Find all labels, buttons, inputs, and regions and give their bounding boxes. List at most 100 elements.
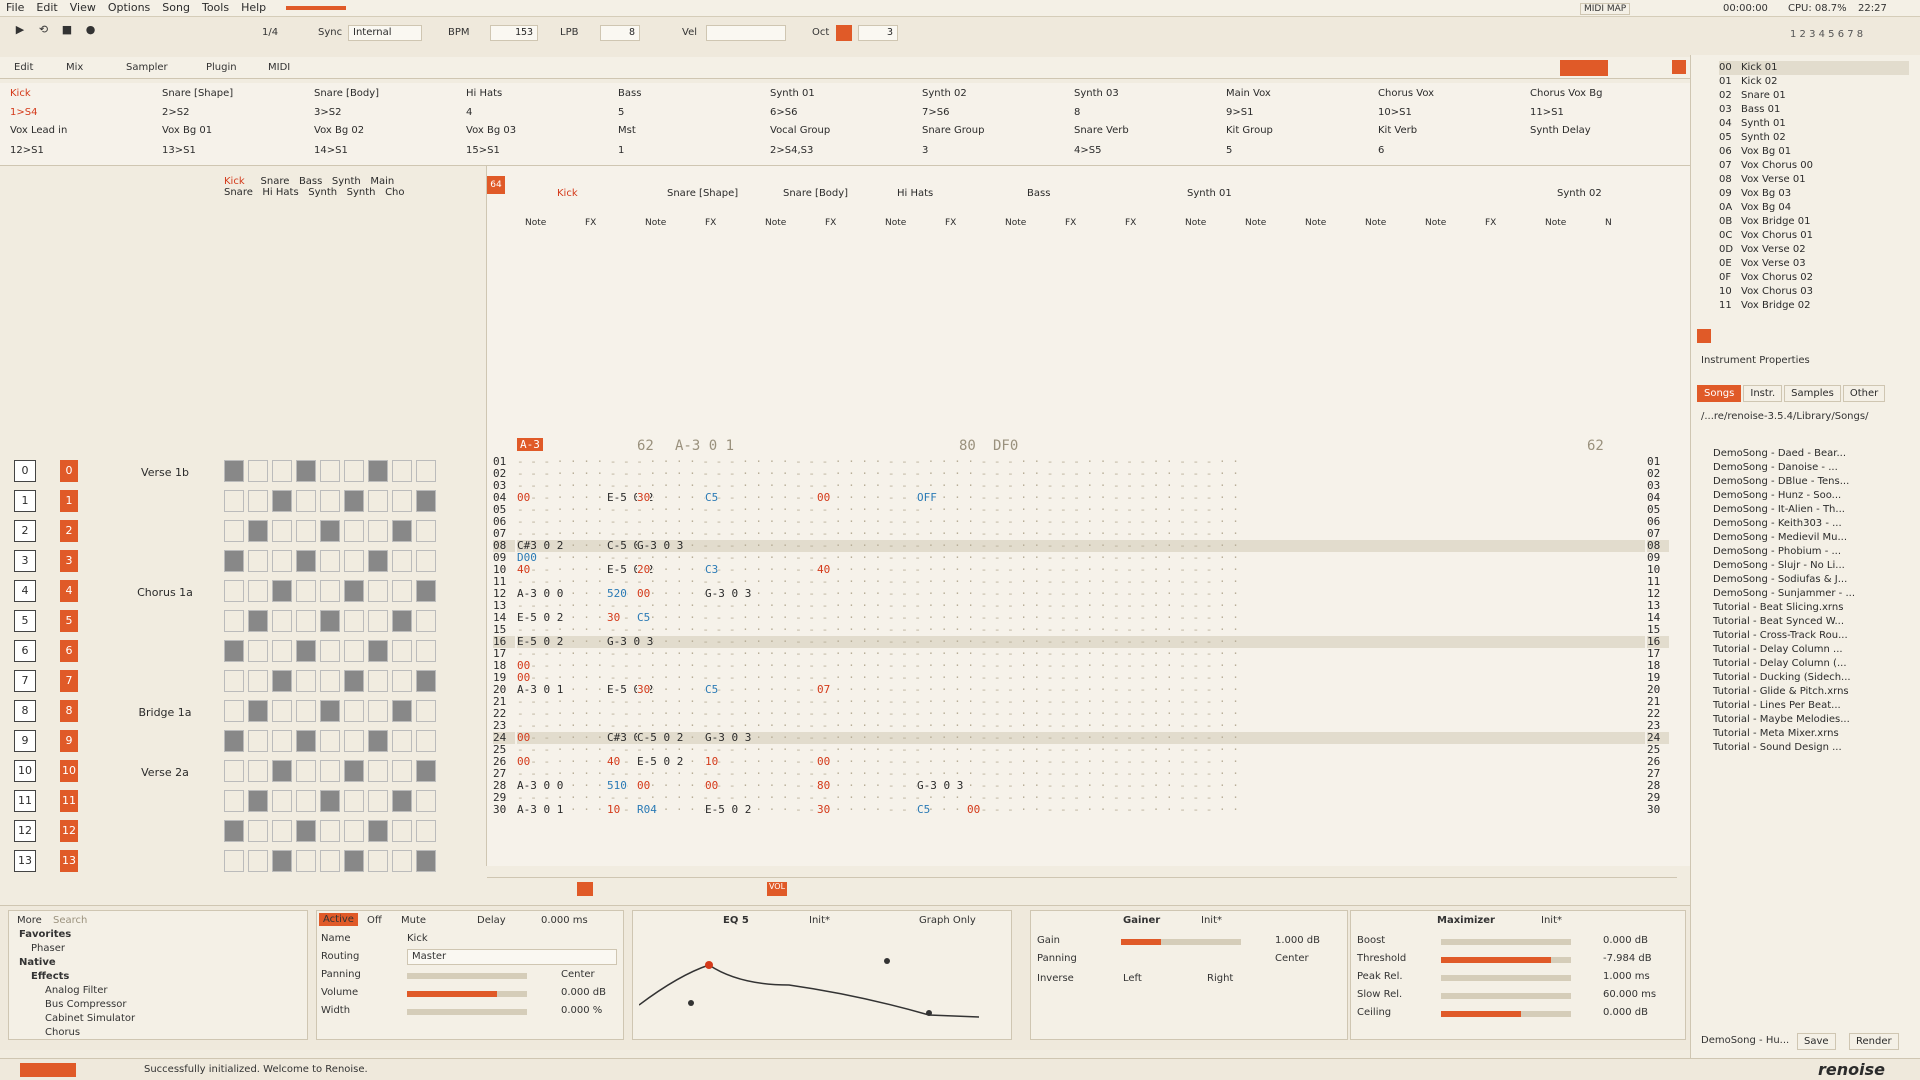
pattern-note[interactable]: E-5 0 2 (517, 635, 564, 648)
pattern-row[interactable]: - - - · · · · - - - · · · · - - - · · · … (517, 623, 1239, 636)
search-icon[interactable] (577, 882, 593, 896)
matrix-slot[interactable] (344, 490, 364, 512)
volume-value[interactable]: 0.000 dB (561, 987, 607, 998)
matrix-slot[interactable] (368, 670, 388, 692)
matrix-slot[interactable] (344, 580, 364, 602)
track-cell[interactable]: Snare Group (922, 125, 985, 136)
matrix-slot[interactable] (368, 850, 388, 872)
dsp-analog-filter[interactable]: Analog Filter (45, 985, 108, 996)
pattern-number[interactable]: 4 (60, 580, 78, 602)
pattern-track-header[interactable]: Hi Hats (897, 188, 934, 199)
off-button[interactable]: Off (367, 915, 382, 926)
track-cell[interactable]: 7>S6 (922, 107, 950, 118)
matrix-slot[interactable] (248, 520, 268, 542)
pattern-note[interactable]: A-3 0 0 (517, 779, 564, 792)
pattern-note[interactable]: 30 (637, 491, 651, 504)
track-cell[interactable]: Kick (10, 88, 31, 99)
matrix-slot[interactable] (392, 520, 412, 542)
menu-edit[interactable]: Edit (36, 1, 58, 14)
delay-field[interactable]: 0.000 ms (541, 915, 588, 926)
pattern-row[interactable]: - - - · · · · - - - · · · · - - - · · · … (517, 647, 1239, 660)
native-folder[interactable]: Native (19, 957, 56, 968)
track-cell[interactable]: 1>S4 (10, 107, 38, 118)
pattern-row[interactable]: - - - · · · · - - - · · · · - - - · · · … (517, 599, 1239, 612)
sequence-slot[interactable]: 6 (14, 640, 36, 662)
menu-file[interactable]: File (6, 1, 25, 14)
gain-slider[interactable] (1121, 939, 1241, 945)
render-button[interactable]: Render (1849, 1033, 1899, 1050)
pattern-note[interactable]: 30 (817, 803, 831, 816)
pattern-note[interactable]: 00 (817, 755, 831, 768)
matrix-slot[interactable] (344, 760, 364, 782)
pattern-note[interactable]: 00 (517, 491, 531, 504)
maximizer-preset[interactable]: Init* (1541, 915, 1562, 926)
pattern-note[interactable]: 20 (637, 563, 651, 576)
matrix-slot[interactable] (320, 760, 340, 782)
matrix-slot[interactable] (344, 550, 364, 572)
stop-icon[interactable]: ■ (61, 23, 73, 36)
browser-tab[interactable]: Other (1842, 385, 1886, 402)
instrument-item[interactable]: 05 Synth 02 (1719, 131, 1909, 145)
browser-tab[interactable]: Samples (1784, 385, 1841, 402)
track-cell[interactable]: Vox Bg 02 (314, 125, 365, 136)
instrument-item[interactable]: 04 Synth 01 (1719, 117, 1909, 131)
gainer-panning-value[interactable]: Center (1275, 953, 1309, 964)
matrix-slot[interactable] (272, 730, 292, 752)
matrix-slot[interactable] (368, 580, 388, 602)
track-cell[interactable]: Snare [Body] (314, 88, 380, 99)
vol-toggle[interactable]: VOL (767, 882, 787, 896)
peak-value[interactable]: 1.000 ms (1603, 971, 1650, 982)
pattern-note[interactable]: E-5 0 2 (637, 755, 684, 768)
song-item[interactable]: Tutorial - Lines Per Beat... (1713, 700, 1841, 711)
matrix-slot[interactable] (224, 820, 244, 842)
sequence-slot[interactable]: 5 (14, 610, 36, 632)
pattern-row[interactable]: - - - · · · · - - - · · · · - - - · · · … (517, 707, 1239, 720)
song-item[interactable]: DemoSong - Danoise - ... (1713, 462, 1838, 473)
pattern-row[interactable]: - - - · · · · - - - · · · · - - - · · · … (517, 695, 1239, 708)
song-item[interactable]: DemoSong - Hunz - Soo... (1713, 490, 1842, 501)
matrix-slot[interactable] (320, 670, 340, 692)
routing-select[interactable]: Master (407, 949, 617, 965)
slow-slider[interactable] (1441, 993, 1571, 999)
song-item[interactable]: DemoSong - Sunjammer - ... (1713, 588, 1856, 599)
matrix-slot[interactable] (368, 550, 388, 572)
track-cell[interactable]: 10>S1 (1378, 107, 1412, 118)
sequence-row[interactable]: 4 4 Chorus 1a (0, 576, 486, 606)
dsp-cabinet-simulator[interactable]: Cabinet Simulator (45, 1013, 136, 1024)
matrix-slot[interactable] (344, 640, 364, 662)
matrix-slot[interactable] (272, 610, 292, 632)
velocity-field[interactable] (706, 25, 786, 41)
instrument-item[interactable]: 0A Vox Bg 04 (1719, 201, 1909, 215)
close-icon[interactable] (1672, 60, 1686, 74)
matrix-slot[interactable] (368, 790, 388, 812)
pattern-row[interactable]: - - - · · · · - - - · · · · - - - · · · … (517, 743, 1239, 756)
pattern-note[interactable]: 10 (705, 755, 719, 768)
peak-slider[interactable] (1441, 975, 1571, 981)
pattern-number[interactable]: 6 (60, 640, 78, 662)
pattern-note[interactable]: 520 (607, 587, 627, 600)
instrument-item[interactable]: 06 Vox Bg 01 (1719, 145, 1909, 159)
matrix-slot[interactable] (392, 760, 412, 782)
matrix-slot[interactable] (272, 850, 292, 872)
instrument-item[interactable]: 0F Vox Chorus 02 (1719, 271, 1909, 285)
eq-mode-select[interactable]: Graph Only (919, 915, 976, 926)
pattern-number[interactable]: 9 (60, 730, 78, 752)
matrix-slot[interactable] (416, 520, 436, 542)
pattern-row[interactable]: - - - · · · · - - - · · · · - - - · · · … (517, 719, 1239, 732)
track-cell[interactable]: 1 (618, 145, 625, 156)
matrix-slot[interactable] (272, 640, 292, 662)
mute-button[interactable]: Mute (401, 915, 427, 926)
sequence-slot[interactable]: 10 (14, 760, 36, 782)
pattern-note[interactable]: C#3 0 2 (517, 539, 564, 552)
matrix-slot[interactable] (368, 700, 388, 722)
boost-slider[interactable] (1441, 939, 1571, 945)
matrix-slot[interactable] (272, 520, 292, 542)
slow-value[interactable]: 60.000 ms (1603, 989, 1657, 1000)
active-button[interactable]: Active (319, 913, 358, 926)
matrix-slot[interactable] (392, 730, 412, 752)
matrix-slot[interactable] (416, 460, 436, 482)
matrix-slot[interactable] (344, 820, 364, 842)
matrix-slot[interactable] (320, 850, 340, 872)
